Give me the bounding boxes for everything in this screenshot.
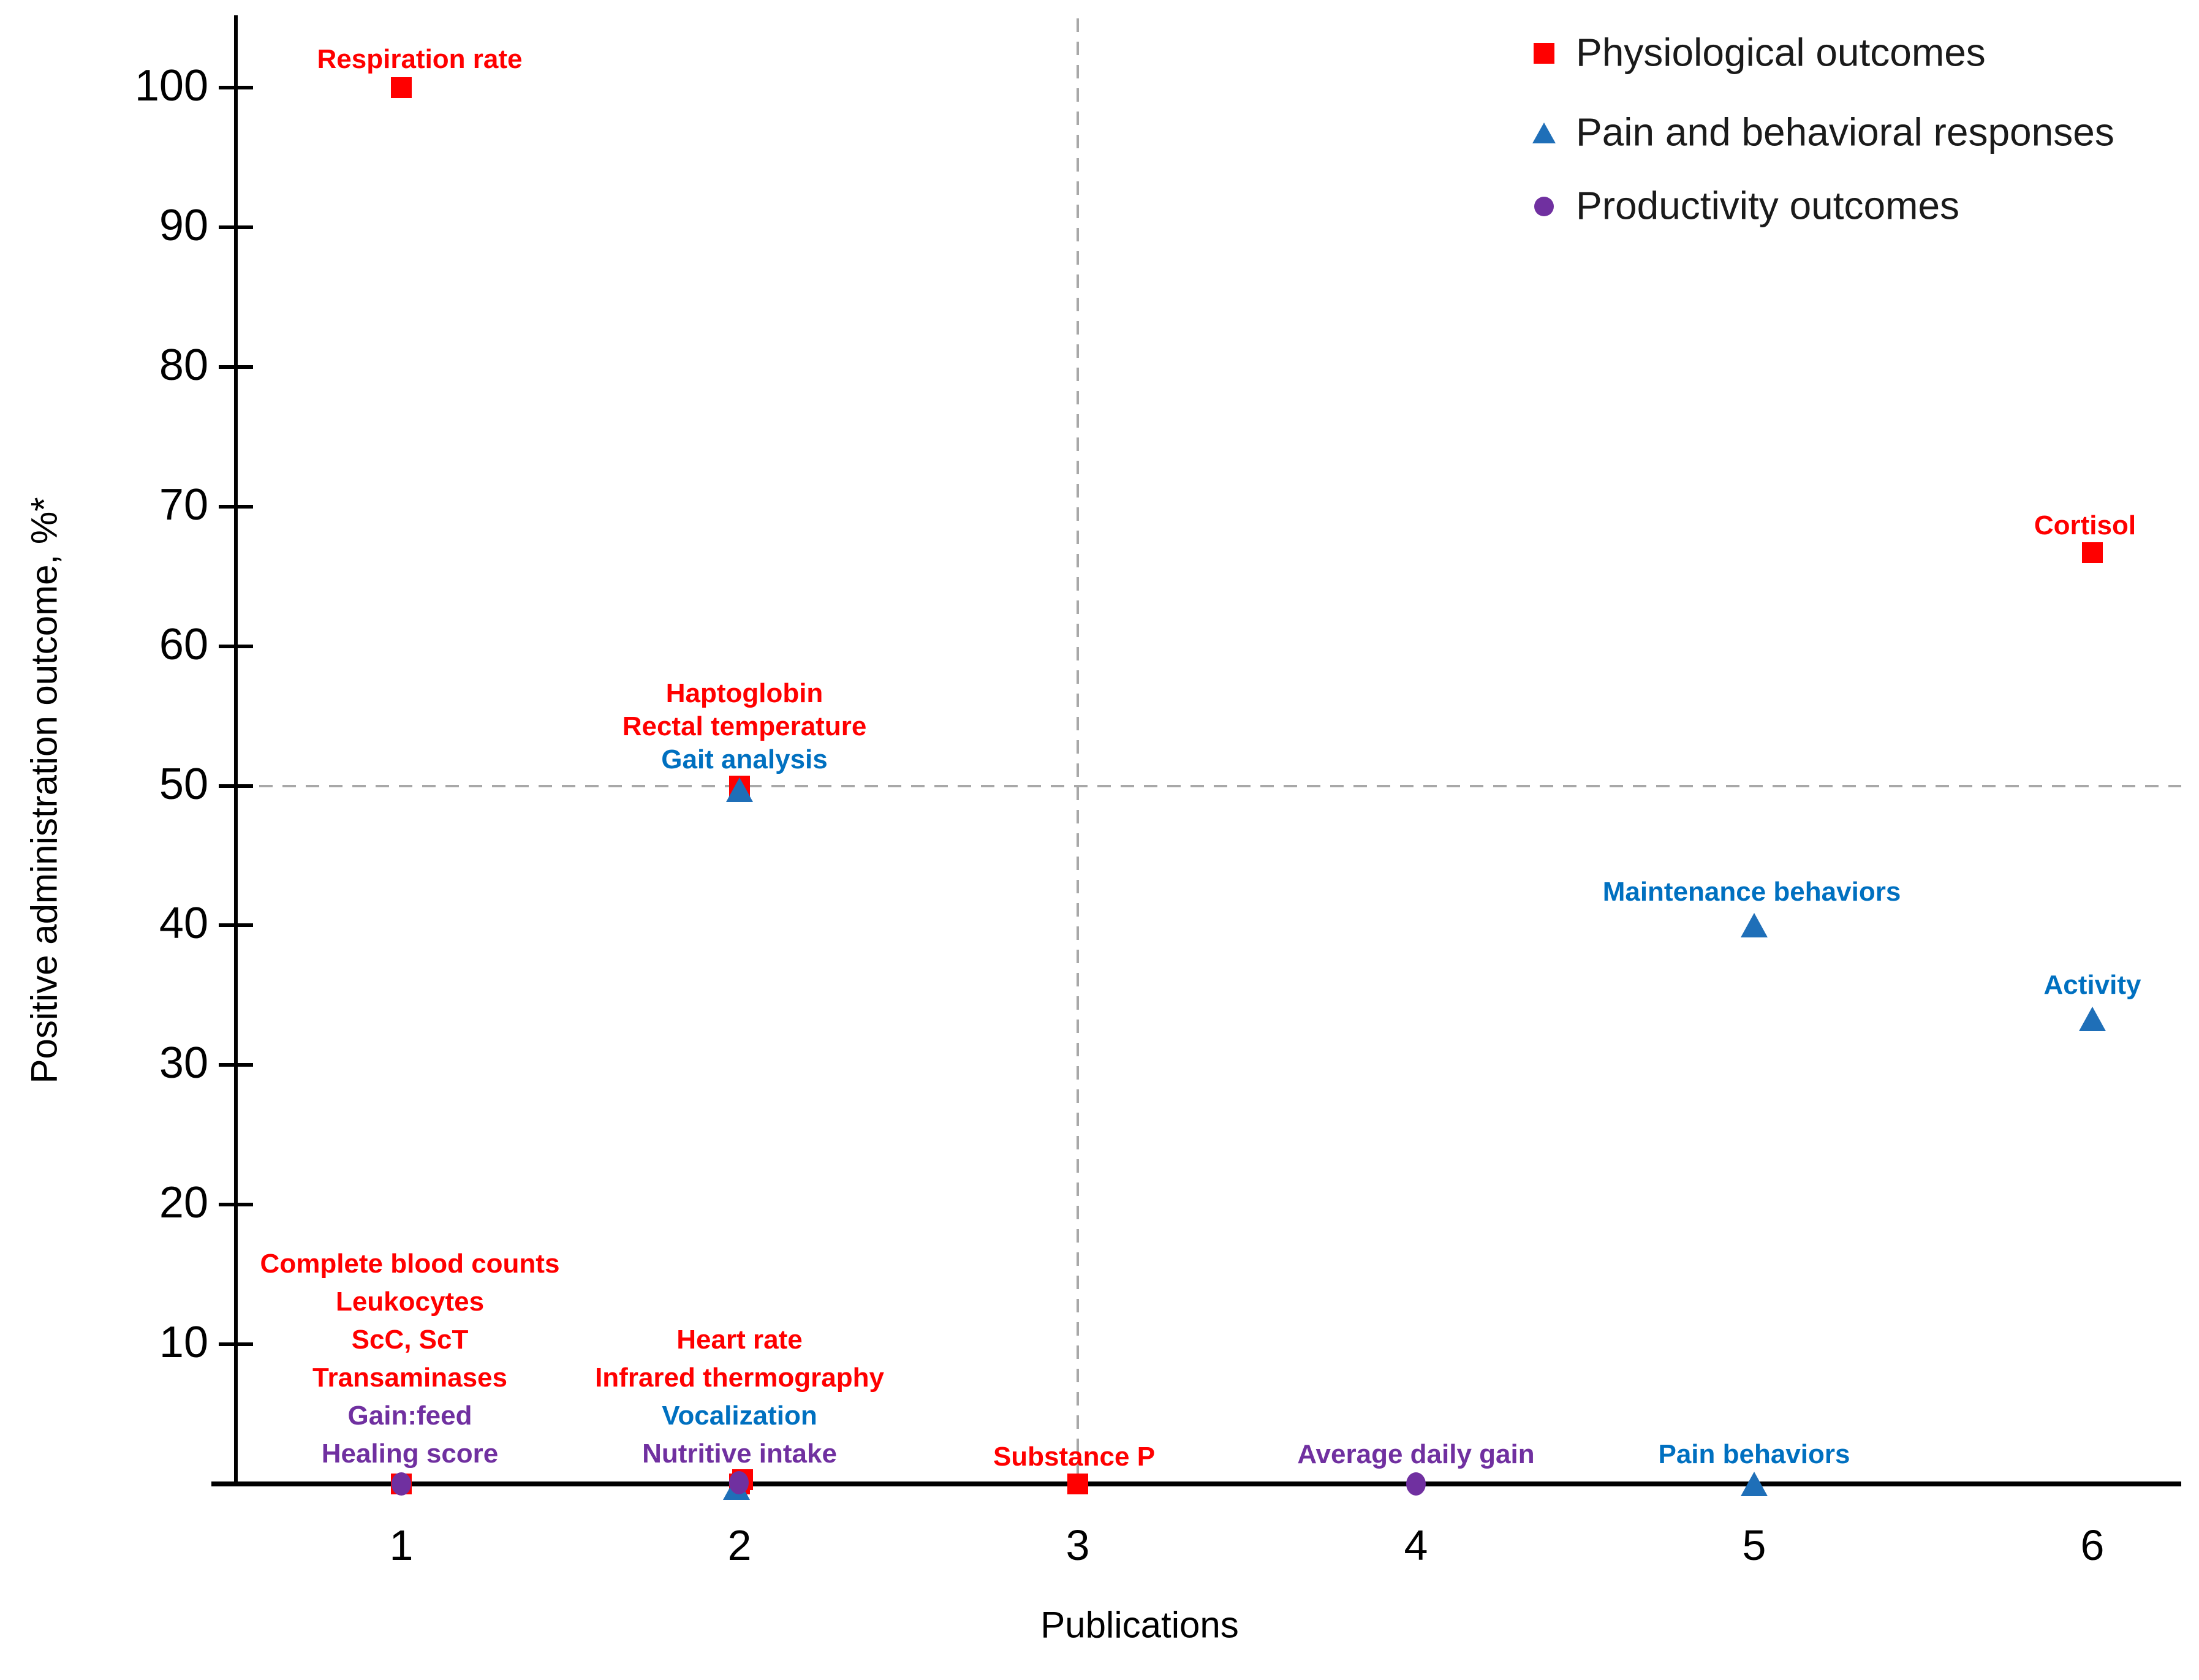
- legend-item-label: Physiological outcomes: [1576, 30, 1986, 75]
- y-tick-label: 30: [159, 1039, 208, 1088]
- legend-circle-icon: [1534, 197, 1554, 216]
- y-tick-label: 40: [159, 899, 208, 948]
- x-tick-label: 1: [389, 1521, 414, 1569]
- y-tick-label: 50: [159, 759, 208, 809]
- y-tick-mark: [219, 644, 253, 648]
- data-point-label: Gain:feed: [347, 1401, 472, 1431]
- y-tick-label: 90: [159, 201, 208, 251]
- x-tick-label: 3: [1065, 1521, 1090, 1569]
- reference-line-vertical: [1077, 18, 1079, 1484]
- y-tick-mark: [219, 1342, 253, 1347]
- data-point-label: Substance P: [993, 1442, 1156, 1472]
- y-tick-label: 10: [159, 1318, 208, 1368]
- y-tick-mark: [219, 1203, 253, 1207]
- data-point-label: Maintenance behaviors: [1602, 877, 1901, 907]
- data-point-marker-square: [391, 77, 412, 98]
- x-tick-label: 6: [2080, 1521, 2105, 1569]
- y-tick-label: 100: [134, 61, 208, 111]
- data-point-label: Rectal temperature: [622, 711, 867, 741]
- data-point-label: ScC, ScT: [351, 1325, 469, 1355]
- data-point-marker-triangle: [1741, 913, 1768, 938]
- y-tick-mark: [219, 504, 253, 509]
- data-point-marker-triangle: [2079, 1007, 2106, 1032]
- data-point-label: Infrared thermography: [595, 1363, 884, 1393]
- y-tick-label: 80: [159, 340, 208, 390]
- y-tick-label: 70: [159, 480, 208, 529]
- y-tick-mark: [219, 1063, 253, 1067]
- data-point-marker-square: [2082, 542, 2103, 563]
- y-axis-title: Positive administration outcome, %*: [23, 497, 65, 1084]
- data-point-marker-circle: [729, 1471, 749, 1494]
- data-point-marker-square: [1067, 1474, 1088, 1494]
- reference-line-horizontal: [236, 784, 2181, 787]
- x-tick-label: 2: [727, 1521, 752, 1569]
- data-point-label: Activity: [2043, 970, 2141, 1001]
- x-axis-line: [211, 1481, 2181, 1486]
- y-axis-line: [234, 15, 238, 1486]
- legend-item-label: Productivity outcomes: [1576, 183, 1960, 228]
- x-tick-label: 5: [1742, 1521, 1766, 1569]
- data-point-label: Pain behaviors: [1658, 1439, 1850, 1469]
- data-point-label: Transaminases: [312, 1363, 507, 1393]
- data-point-label: Average daily gain: [1297, 1439, 1535, 1469]
- data-point-label: Leukocytes: [335, 1287, 485, 1317]
- data-point-label: Healing score: [321, 1439, 499, 1469]
- y-tick-mark: [219, 365, 253, 369]
- y-tick-label: 60: [159, 619, 208, 669]
- legend-item-label: Pain and behavioral responses: [1576, 110, 2114, 154]
- data-point-marker-circle: [392, 1472, 411, 1496]
- data-point-marker-triangle: [726, 777, 753, 802]
- data-point-label: Gait analysis: [661, 744, 828, 774]
- x-tick-label: 4: [1404, 1521, 1428, 1569]
- data-point-label: Cortisol: [2034, 510, 2137, 540]
- y-tick-mark: [219, 225, 253, 229]
- y-tick-mark: [219, 784, 253, 788]
- data-point-label: Respiration rate: [317, 44, 523, 74]
- data-point-marker-circle: [1406, 1472, 1426, 1496]
- data-point-label: Complete blood counts: [260, 1249, 560, 1279]
- legend-square-icon: [1534, 43, 1554, 64]
- x-axis-title: Publications: [1040, 1604, 1239, 1646]
- y-tick-mark: [219, 86, 253, 89]
- legend-triangle-icon: [1532, 123, 1556, 143]
- data-point-label: Heart rate: [676, 1325, 803, 1355]
- y-tick-mark: [219, 923, 253, 928]
- data-point-label: Vocalization: [662, 1401, 817, 1431]
- data-point-label: Haptoglobin: [665, 678, 823, 708]
- y-tick-label: 20: [159, 1178, 208, 1228]
- data-point-marker-triangle: [1741, 1472, 1768, 1496]
- data-point-label: Nutritive intake: [642, 1439, 837, 1469]
